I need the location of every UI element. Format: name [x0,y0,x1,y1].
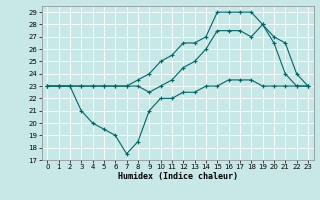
X-axis label: Humidex (Indice chaleur): Humidex (Indice chaleur) [118,172,237,181]
